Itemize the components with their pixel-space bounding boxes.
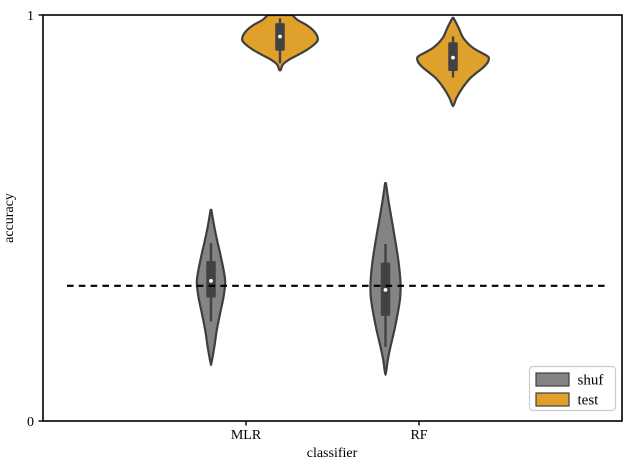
ytick-label-0: 0: [27, 415, 34, 430]
violin-layer: [67, 15, 607, 376]
legend-swatch-shuf: [535, 372, 570, 387]
legend-label-shuf: shuf: [578, 373, 604, 389]
legend-swatch-test: [535, 392, 570, 407]
legend-label-test: test: [578, 393, 600, 409]
median-dot-rf-test: [451, 55, 455, 60]
median-dot-mlr-shuf: [209, 279, 213, 283]
xtick-label-rf: RF: [410, 428, 427, 443]
median-dot-mlr-test: [278, 34, 282, 39]
xtick-label-mlr: MLR: [231, 428, 262, 443]
plot-border: [42, 14, 623, 422]
x-axis-label: classifier: [307, 446, 358, 461]
median-dot-rf-shuf: [383, 287, 388, 292]
ytick-label-1: 1: [27, 9, 34, 24]
legend: shuf test: [528, 365, 617, 412]
y-axis-label: accuracy: [2, 193, 17, 243]
